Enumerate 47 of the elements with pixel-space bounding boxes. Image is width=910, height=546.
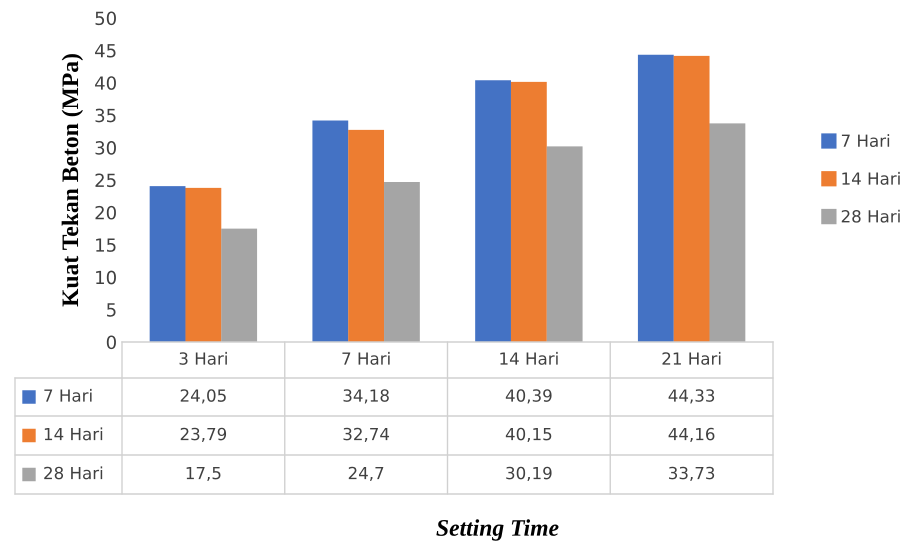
y-tick-label: 50	[96, 11, 116, 26]
data-label: 40,39	[506, 389, 552, 404]
y-tick-label: 25	[95, 173, 116, 188]
x-tick-label: 21 Hari	[662, 352, 720, 365]
text: Setting Time	[436, 519, 559, 541]
legend-label: 14 Hari	[44, 427, 102, 440]
legend-label: 28 Hari	[842, 210, 900, 223]
y-tick-label: 45	[95, 44, 116, 58]
x-tick-label: 7 Hari	[342, 352, 390, 365]
text: 7 Hari	[842, 134, 890, 148]
y-tick-label: 5	[107, 303, 116, 317]
y-tick-label: 10	[96, 270, 116, 284]
bar	[638, 54, 674, 342]
data-label: 17,5	[186, 466, 220, 482]
bar	[475, 80, 511, 342]
data-label: 24,7	[348, 466, 384, 482]
y-tick-label: 20	[95, 206, 116, 220]
bar	[348, 130, 384, 342]
legend-label: 7 Hari	[44, 388, 92, 402]
data-label: 40,15	[506, 428, 552, 442]
y-tick-label: 40	[95, 76, 116, 90]
data-label: 24,05	[180, 389, 226, 404]
y-axis-title: Kuat Tekan Beton (MPa)	[62, 54, 84, 307]
bar	[674, 56, 710, 342]
text: 28 Hari	[44, 466, 102, 480]
y-tick-label: 0	[106, 335, 116, 350]
text: 14 Hari	[842, 172, 900, 185]
bar	[710, 123, 746, 342]
data-label: 30,19	[506, 466, 552, 482]
bar	[312, 120, 348, 342]
bar	[221, 228, 258, 342]
data-label: 44,33	[668, 389, 714, 404]
data-label: 33,73	[669, 466, 714, 482]
x-tick-label: 14 Hari	[500, 352, 558, 365]
bar	[510, 82, 547, 342]
bar	[546, 146, 583, 342]
data-label: 34,18	[344, 389, 389, 404]
bar	[185, 188, 222, 342]
y-tick-label: 30	[96, 141, 116, 155]
x-tick-label: 3 Hari	[180, 352, 227, 365]
y-tick-label: 35	[96, 108, 116, 122]
data-label: 32,74	[344, 428, 390, 442]
y-tick-label: 15	[96, 238, 116, 252]
bar	[150, 186, 186, 342]
bar	[384, 182, 420, 342]
data-label: 44,16	[668, 428, 714, 442]
data-label: 23,79	[180, 428, 226, 442]
